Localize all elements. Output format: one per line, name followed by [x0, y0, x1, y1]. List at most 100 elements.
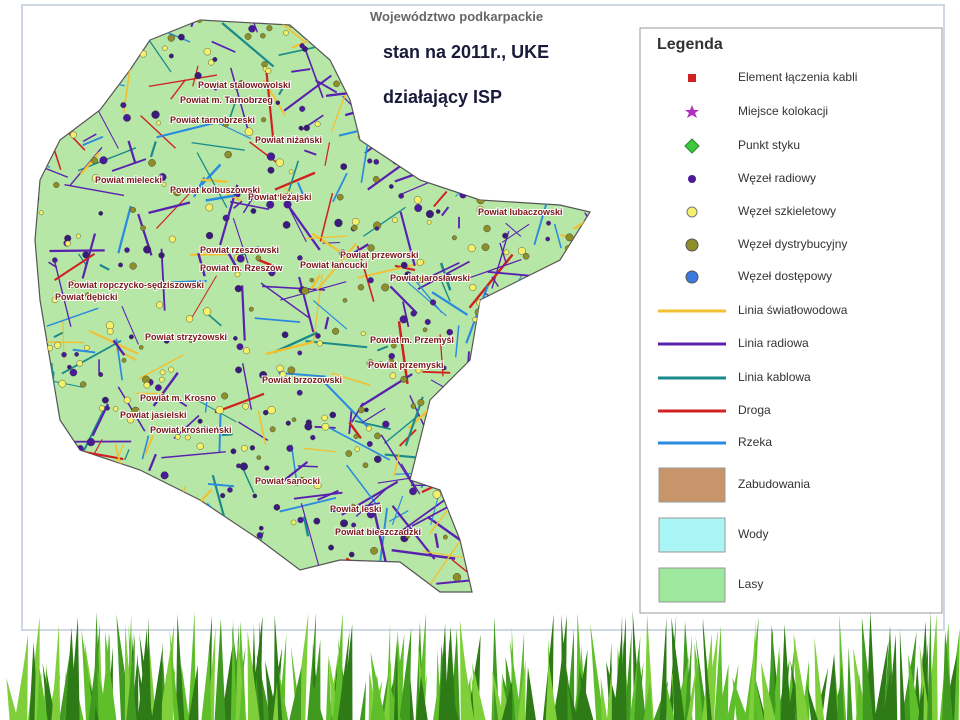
network-node	[261, 117, 267, 123]
grass-blade	[643, 681, 653, 720]
network-node	[400, 375, 408, 383]
county-label: Powiat jarosławski	[390, 273, 470, 283]
network-node	[374, 226, 380, 231]
network-line	[394, 173, 414, 183]
grass-blade	[81, 629, 96, 720]
network-node	[265, 67, 272, 74]
network-line	[317, 489, 339, 501]
legend-label: Element łączenia kabli	[738, 70, 857, 84]
network-node	[53, 181, 60, 188]
network-line	[265, 72, 275, 138]
network-line	[221, 433, 233, 437]
county-label: Powiat lubaczowski	[478, 207, 563, 217]
grass-blade	[888, 634, 898, 720]
grass-blade	[46, 668, 56, 720]
legend-label: Węzeł dostępowy	[738, 269, 832, 283]
network-node	[373, 159, 380, 165]
network-line	[401, 497, 449, 532]
network-node	[360, 331, 366, 337]
network-node	[143, 245, 152, 254]
network-line	[391, 505, 436, 560]
grass-blade	[311, 639, 321, 720]
network-line	[312, 300, 348, 330]
network-node	[414, 204, 423, 213]
network-node	[366, 510, 376, 519]
network-line	[300, 503, 320, 567]
network-line	[156, 190, 193, 229]
subtitle: działający ISP	[383, 87, 502, 107]
grass-blade	[69, 616, 80, 720]
county-label: Powiat sanocki	[255, 476, 320, 486]
network-node	[259, 371, 268, 380]
network-node	[250, 208, 257, 214]
grass-blade	[36, 668, 48, 720]
grass-blade	[732, 677, 749, 720]
network-node	[244, 33, 252, 40]
network-line	[421, 485, 434, 494]
network-node	[410, 310, 417, 317]
grass-blade	[590, 623, 604, 720]
network-node	[203, 47, 212, 56]
network-line	[298, 276, 315, 333]
network-node	[98, 405, 105, 412]
network-node	[38, 210, 44, 216]
network-node	[296, 389, 303, 396]
network-line	[46, 307, 99, 327]
grass-blade	[326, 655, 332, 720]
grass-blade	[88, 624, 101, 720]
network-line	[256, 258, 280, 270]
network-node	[303, 124, 310, 132]
network-line	[72, 348, 96, 354]
network-node	[441, 365, 447, 371]
network-node	[364, 407, 369, 413]
network-node	[313, 481, 322, 490]
network-node	[173, 187, 182, 197]
network-node	[275, 100, 281, 105]
network-node	[426, 219, 432, 225]
grass-blade	[501, 680, 513, 720]
network-node	[378, 361, 384, 367]
network-line	[218, 409, 222, 453]
network-node	[329, 504, 337, 513]
network-node	[235, 366, 242, 374]
network-node	[299, 476, 305, 483]
network-node	[241, 444, 248, 452]
grass-blade	[370, 651, 386, 720]
network-line	[249, 141, 279, 165]
network-node	[112, 406, 119, 412]
network-line	[286, 160, 300, 197]
network-node	[340, 163, 348, 170]
network-node	[381, 283, 390, 292]
network-node	[293, 478, 301, 486]
network-line	[115, 348, 137, 362]
network-node	[162, 45, 168, 51]
network-line	[303, 447, 337, 453]
network-node	[267, 166, 275, 174]
network-line	[189, 275, 217, 322]
network-node	[345, 450, 353, 457]
grass-blade	[785, 636, 796, 720]
network-line	[117, 205, 132, 254]
network-node	[205, 203, 214, 212]
network-node	[208, 59, 215, 66]
network-line	[196, 152, 228, 208]
network-node	[342, 298, 348, 303]
network-node	[91, 174, 100, 183]
network-node	[105, 405, 110, 411]
network-line	[297, 465, 318, 468]
network-line	[191, 141, 245, 151]
grass-blade	[230, 618, 238, 720]
network-node	[262, 409, 269, 416]
network-node	[333, 80, 340, 88]
grass-blade	[814, 637, 825, 720]
grass-blade	[444, 626, 456, 720]
grass-blade	[918, 621, 930, 720]
network-node	[101, 396, 109, 404]
network-node	[212, 57, 218, 62]
network-node	[140, 225, 146, 231]
network-line	[278, 84, 286, 96]
network-line	[428, 508, 449, 535]
network-line	[160, 248, 166, 311]
network-node	[367, 158, 373, 164]
